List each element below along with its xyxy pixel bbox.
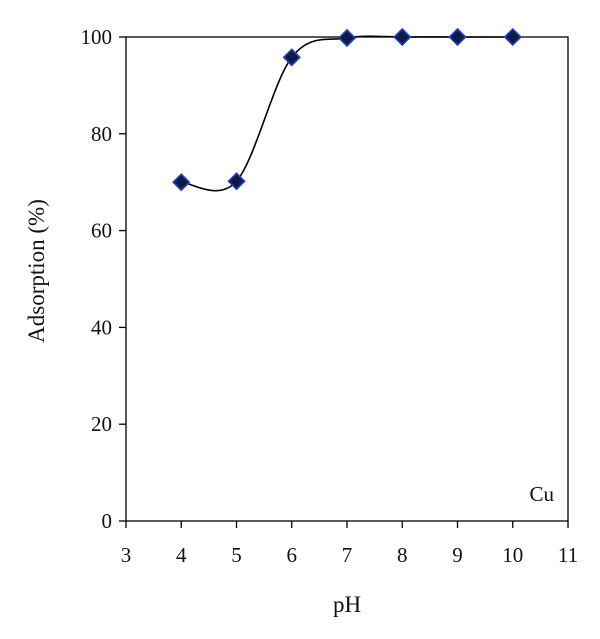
x-tick-label: 8 — [397, 543, 408, 567]
y-axis-title: Adsorption (%) — [24, 199, 49, 343]
x-tick-label: 3 — [121, 543, 132, 567]
y-tick-label: 20 — [91, 412, 112, 436]
data-point-ph-8 — [393, 27, 412, 47]
data-point-ph-10 — [503, 27, 522, 47]
x-tick-label: 6 — [287, 543, 298, 567]
data-point-ph-9 — [448, 27, 467, 47]
y-tick-label: 0 — [102, 509, 113, 533]
x-tick-label: 5 — [231, 543, 242, 567]
data-point-ph-4 — [172, 173, 191, 192]
data-markers — [172, 27, 522, 192]
x-tick-label: 9 — [452, 543, 463, 567]
y-tick-label: 100 — [81, 25, 113, 49]
y-tick-label: 40 — [91, 315, 112, 339]
y-tick-label: 80 — [91, 122, 112, 146]
y-axis: 0 20 40 60 80 100 — [81, 25, 126, 533]
x-tick-label: 7 — [342, 543, 353, 567]
data-point-ph-6 — [282, 48, 301, 67]
x-axis: 3 4 5 6 7 8 9 10 11 — [121, 521, 578, 567]
x-tick-label: 10 — [502, 543, 523, 567]
y-tick-label: 60 — [91, 219, 112, 243]
data-point-ph-5 — [227, 172, 246, 191]
x-tick-label: 11 — [558, 543, 578, 567]
x-tick-label: 4 — [176, 543, 187, 567]
x-axis-title: pH — [333, 592, 361, 617]
metal-label: Cu — [529, 482, 554, 506]
data-point-ph-7 — [337, 28, 357, 48]
